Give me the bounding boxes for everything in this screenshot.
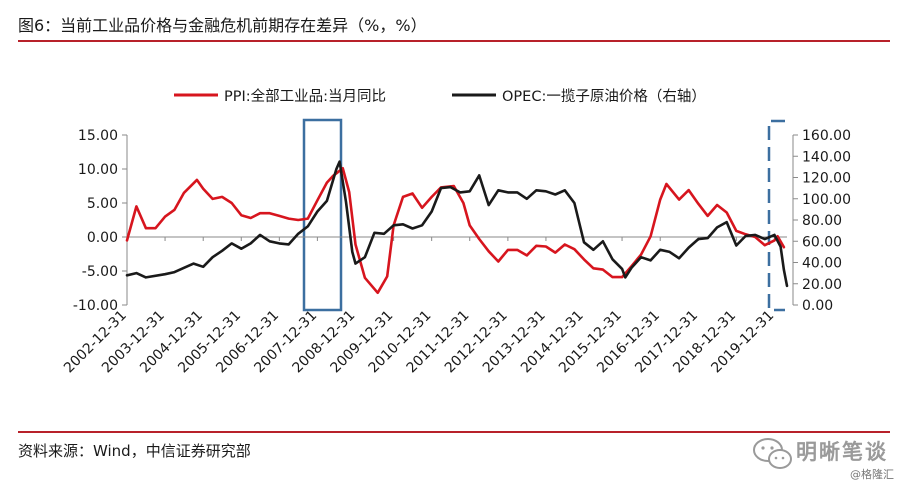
series-layer <box>125 160 789 295</box>
left-tick-label: 15.00 <box>78 128 118 144</box>
left-tick-label: -10.00 <box>73 298 118 314</box>
watermark-name: 明晰笔谈 <box>796 440 888 464</box>
figure-title: 图6：当前工业品价格与金融危机前期存在差异（%，%） <box>18 16 427 35</box>
legend-label-ppi: PPI:全部工业品:当月同比 <box>224 87 386 105</box>
source-rule <box>18 431 890 433</box>
right-tick-label: 40.00 <box>802 256 842 272</box>
legend-label-opec: OPEC:一揽子原油价格（右轴） <box>502 88 706 105</box>
axis-layer: -10.00 -5.00 0.00 5.00 10.00 15.00 0.00 20.00 40… <box>61 128 851 376</box>
right-tick-label: 160.00 <box>802 128 851 144</box>
right-tick-label: 60.00 <box>802 234 842 250</box>
right-tick-label: 20.00 <box>802 277 842 293</box>
right-tick-label: 100.00 <box>802 192 851 208</box>
left-tick-label: 0.00 <box>87 230 118 246</box>
left-tick-label: 5.00 <box>87 196 118 212</box>
legend: PPI:全部工业品:当月同比 OPEC:一揽子原油价格（右轴） <box>174 87 706 105</box>
highlight-box-2008 <box>302 118 343 312</box>
highlight-bracket-2020 <box>767 119 785 312</box>
left-tick-label: 10.00 <box>78 162 118 178</box>
wechat-icon <box>753 438 792 469</box>
title-rule <box>18 40 890 42</box>
opec-line <box>125 160 789 288</box>
highlight-layer <box>302 118 785 312</box>
right-tick-label: 120.00 <box>802 171 851 187</box>
left-tick-label: -5.00 <box>82 264 118 280</box>
right-tick-label: 140.00 <box>802 149 851 165</box>
right-tick-label: 80.00 <box>802 213 842 229</box>
source-note: 资料来源：Wind，中信证券研究部 <box>18 442 251 460</box>
right-tick-label: 0.00 <box>802 298 833 314</box>
ppi-line <box>125 167 786 295</box>
watermark: 明晰笔谈 @格隆汇 <box>746 430 916 484</box>
watermark-sub: @格隆汇 <box>850 468 894 481</box>
